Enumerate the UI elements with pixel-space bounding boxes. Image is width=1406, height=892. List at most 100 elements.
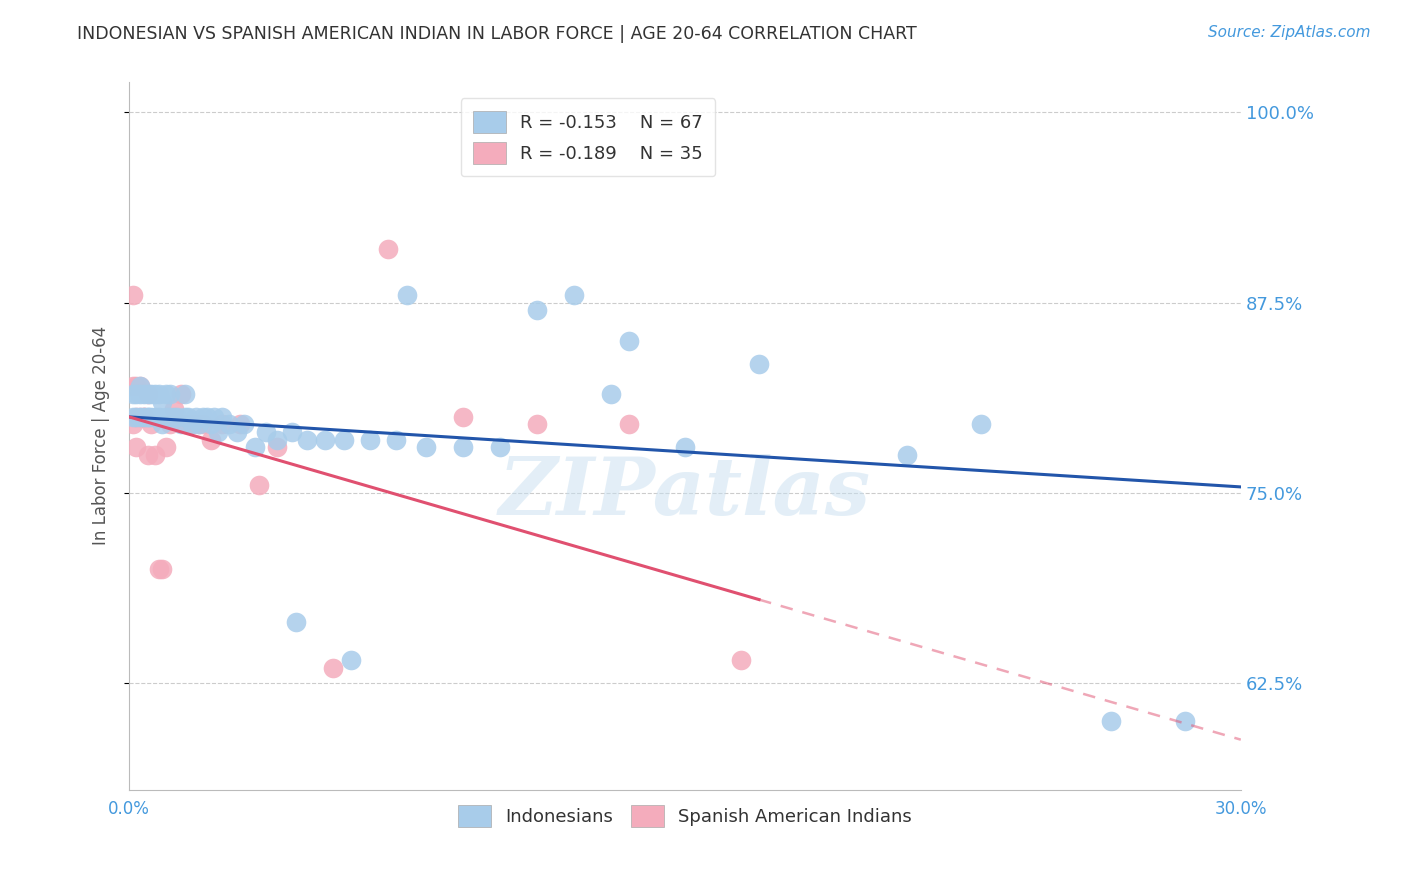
Point — [132, 409, 155, 424]
Point — [395, 288, 418, 302]
Point — [125, 387, 148, 401]
Point — [619, 417, 641, 432]
Point — [159, 409, 181, 424]
Point — [200, 417, 222, 432]
Point — [254, 425, 277, 439]
Point — [181, 417, 204, 432]
Point — [121, 387, 143, 401]
Point — [129, 379, 152, 393]
Point — [132, 387, 155, 401]
Point — [359, 433, 381, 447]
Point — [155, 409, 177, 424]
Point — [129, 409, 152, 424]
Point — [184, 409, 207, 424]
Point — [188, 417, 211, 432]
Point — [200, 433, 222, 447]
Text: ZIPatlas: ZIPatlas — [499, 454, 870, 532]
Point — [451, 440, 474, 454]
Point — [193, 409, 215, 424]
Point — [148, 387, 170, 401]
Point — [229, 417, 252, 432]
Point — [333, 433, 356, 447]
Text: INDONESIAN VS SPANISH AMERICAN INDIAN IN LABOR FORCE | AGE 20-64 CORRELATION CHA: INDONESIAN VS SPANISH AMERICAN INDIAN IN… — [77, 25, 917, 43]
Point — [121, 409, 143, 424]
Point — [233, 417, 256, 432]
Point — [136, 387, 159, 401]
Point — [136, 409, 159, 424]
Point — [121, 417, 143, 432]
Point — [173, 409, 195, 424]
Legend: Indonesians, Spanish American Indians: Indonesians, Spanish American Indians — [451, 797, 920, 834]
Point — [143, 387, 166, 401]
Point — [488, 440, 510, 454]
Point — [152, 394, 174, 409]
Point — [415, 440, 437, 454]
Point — [748, 357, 770, 371]
Point — [314, 433, 336, 447]
Point — [141, 409, 163, 424]
Point — [125, 440, 148, 454]
Point — [136, 387, 159, 401]
Point — [143, 448, 166, 462]
Point — [166, 409, 188, 424]
Point — [218, 417, 240, 432]
Point — [188, 417, 211, 432]
Point — [162, 409, 184, 424]
Point — [281, 425, 304, 439]
Point — [132, 409, 155, 424]
Point — [266, 440, 288, 454]
Point — [125, 409, 148, 424]
Point — [266, 433, 288, 447]
Point — [129, 379, 152, 393]
Point — [526, 417, 548, 432]
Point — [1099, 714, 1122, 729]
Point — [155, 440, 177, 454]
Point — [211, 409, 233, 424]
Point — [132, 409, 155, 424]
Point — [136, 448, 159, 462]
Point — [121, 288, 143, 302]
Point — [125, 379, 148, 393]
Point — [243, 440, 266, 454]
Point — [562, 288, 585, 302]
Point — [136, 409, 159, 424]
Point — [377, 243, 399, 257]
Point — [451, 409, 474, 424]
Point — [141, 387, 163, 401]
Point — [619, 334, 641, 348]
Point — [173, 417, 195, 432]
Point — [129, 387, 152, 401]
Point — [195, 409, 218, 424]
Point — [148, 409, 170, 424]
Y-axis label: In Labor Force | Age 20-64: In Labor Force | Age 20-64 — [93, 326, 110, 546]
Point — [148, 562, 170, 576]
Point — [225, 425, 247, 439]
Point — [730, 653, 752, 667]
Point — [141, 417, 163, 432]
Point — [322, 661, 344, 675]
Point — [673, 440, 696, 454]
Point — [170, 387, 193, 401]
Point — [152, 417, 174, 432]
Point — [177, 409, 200, 424]
Point — [970, 417, 993, 432]
Point — [125, 409, 148, 424]
Point — [170, 417, 193, 432]
Point — [1174, 714, 1197, 729]
Point — [340, 653, 363, 667]
Point — [207, 425, 229, 439]
Point — [162, 402, 184, 417]
Point — [121, 379, 143, 393]
Point — [599, 387, 621, 401]
Point — [181, 417, 204, 432]
Point — [173, 387, 195, 401]
Point — [159, 387, 181, 401]
Point — [129, 409, 152, 424]
Point — [143, 409, 166, 424]
Point — [211, 417, 233, 432]
Point — [193, 417, 215, 432]
Point — [295, 433, 318, 447]
Point — [526, 303, 548, 318]
Point — [247, 478, 270, 492]
Point — [155, 387, 177, 401]
